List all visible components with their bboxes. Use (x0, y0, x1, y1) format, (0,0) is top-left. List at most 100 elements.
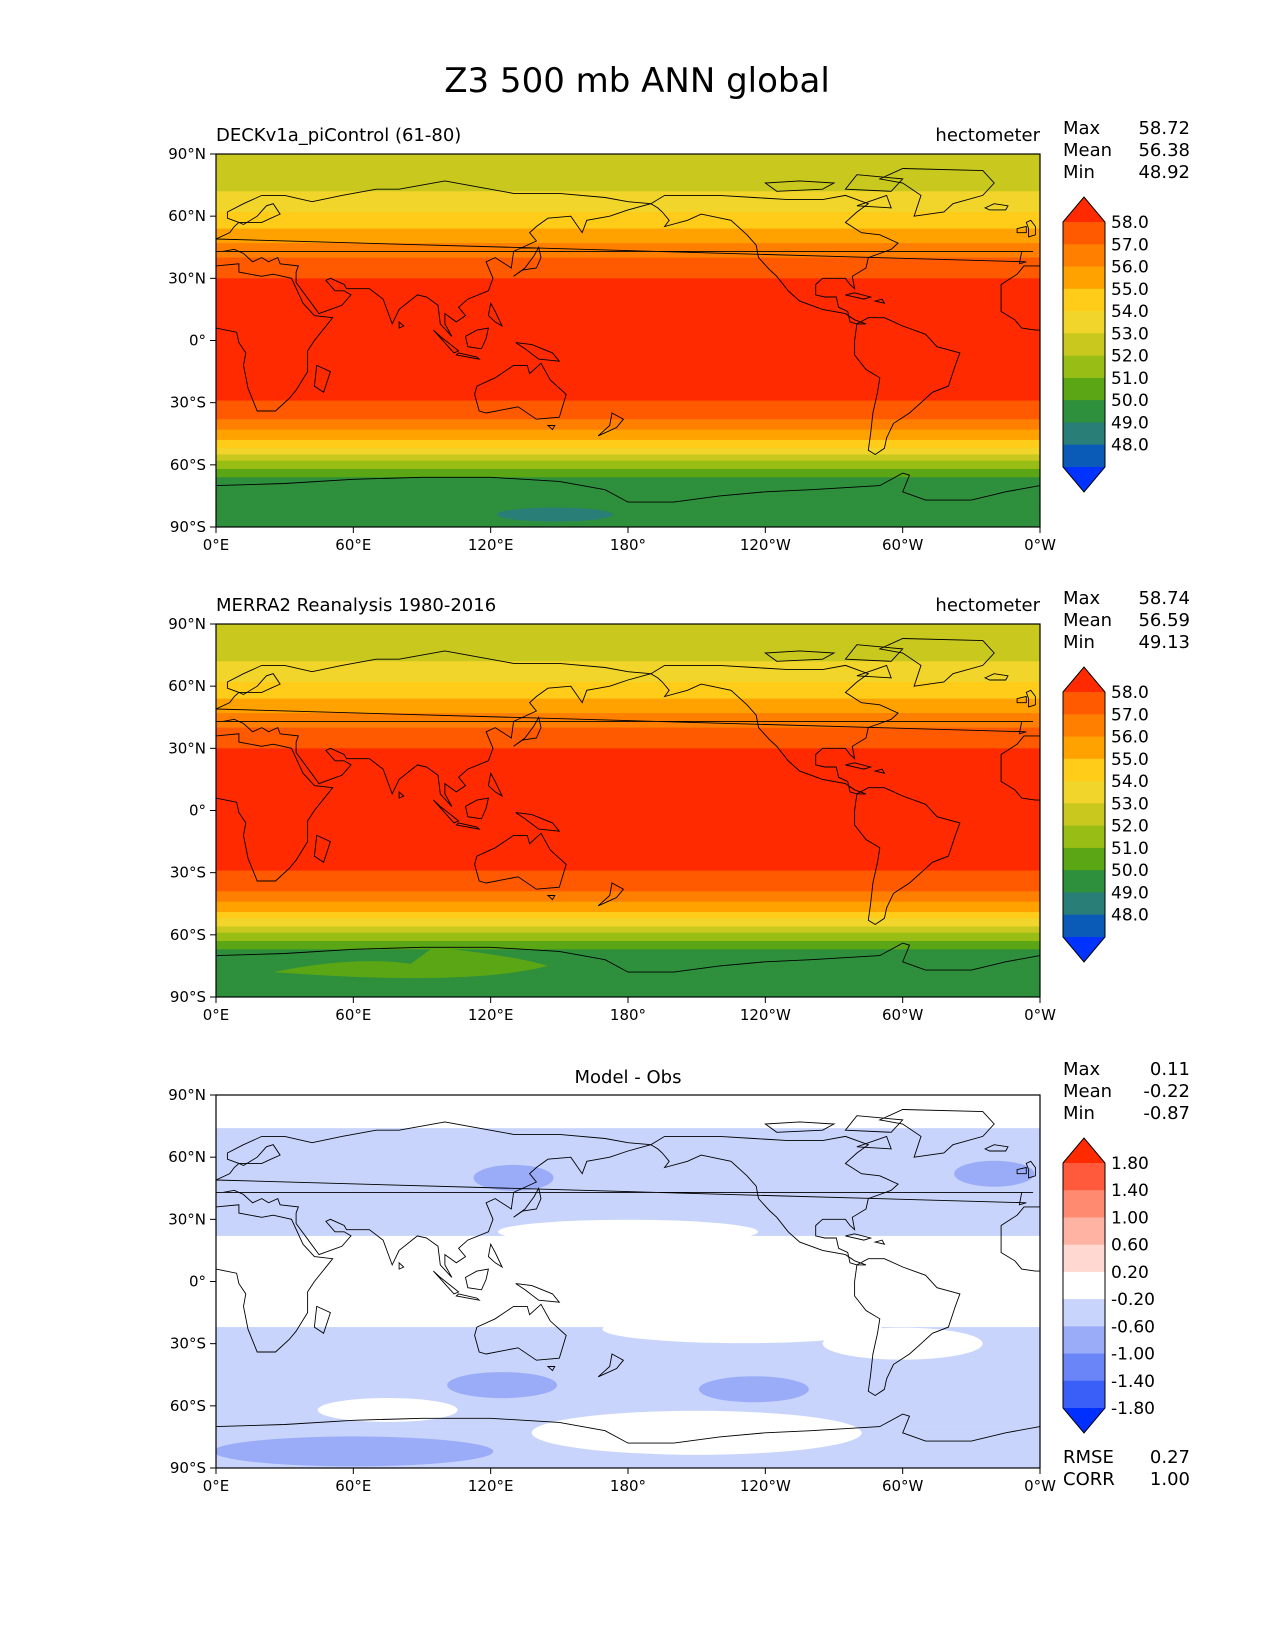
contour-band (216, 893, 1040, 897)
contour-band (216, 748, 1040, 752)
contour-band (216, 715, 1040, 718)
colorbar-swatch (1063, 892, 1105, 916)
contour-band (216, 487, 1040, 491)
coastline (216, 650, 1034, 807)
contour-band (216, 212, 1040, 215)
colorbar-label: 50.0 (1111, 861, 1149, 881)
colorbar-outline (1062, 1137, 1106, 1434)
contour-band (216, 988, 1040, 992)
contour-band (216, 437, 1040, 441)
coastline (845, 1233, 873, 1241)
contour-band (216, 255, 1040, 259)
contour-band (216, 195, 1040, 199)
contour-band (216, 185, 1040, 188)
contour-band (216, 309, 1040, 313)
coastline (844, 1115, 904, 1133)
x-tick-label: 0°E (203, 536, 230, 554)
contour-patch (498, 1219, 758, 1244)
colorbar-label: -0.60 (1111, 1317, 1155, 1337)
coastline (216, 1121, 1034, 1278)
y-tick-label: 90°S (170, 1459, 206, 1477)
coastline (464, 1268, 489, 1291)
colorbar-swatch (1063, 1271, 1105, 1300)
colorbar-label: 49.0 (1111, 883, 1149, 903)
contour-band (216, 205, 1040, 209)
contour-band (216, 978, 1040, 982)
coastline (764, 1121, 836, 1133)
contour-band (216, 802, 1040, 805)
stat-label-max: Max (1063, 588, 1101, 609)
contour-band (216, 630, 1040, 633)
coastline (650, 664, 899, 795)
coastline (464, 327, 489, 350)
coastline (515, 342, 561, 362)
contour-band (216, 916, 1040, 919)
colorbar-swatch (1063, 781, 1105, 804)
stat-value-max: 0.11 (1150, 1059, 1190, 1080)
contour-band (216, 677, 1040, 681)
colorbar-label: 48.0 (1111, 906, 1149, 926)
contour-band (216, 442, 1040, 445)
contour-band (216, 870, 1040, 874)
contour-band (216, 421, 1040, 424)
coastline (515, 1283, 561, 1303)
coastlines (216, 638, 1040, 973)
colorbar-swatch (1063, 1380, 1105, 1409)
contour-band (216, 497, 1040, 501)
colorbar-swatch (1063, 400, 1105, 423)
contour-band (216, 912, 1040, 915)
contour-band (216, 417, 1040, 420)
colorbar-label: 1.40 (1111, 1181, 1149, 1201)
contour-band (216, 822, 1040, 826)
contour-band (216, 176, 1040, 180)
contour-patch (602, 1315, 883, 1344)
contour-band (216, 191, 1040, 194)
contour-band (216, 466, 1040, 470)
contour-band (216, 818, 1040, 822)
coastline (433, 1270, 460, 1295)
contour-band (216, 814, 1040, 818)
contour-band (216, 288, 1040, 292)
contour-band (216, 241, 1040, 244)
colorbar-label: 50.0 (1111, 391, 1149, 411)
contour-band (216, 294, 1040, 298)
coastline (650, 194, 899, 325)
contour-band (216, 800, 1040, 803)
contour-band (216, 675, 1040, 679)
contour-band (216, 402, 1040, 406)
contour-band (216, 207, 1040, 211)
coastline (984, 673, 1009, 681)
coastline (546, 895, 556, 901)
contour-band (216, 468, 1040, 472)
coastline (1025, 1160, 1036, 1179)
coastline (216, 472, 1040, 503)
contour-band (216, 851, 1040, 855)
y-tick-label: 90°S (170, 518, 206, 536)
contour-band (216, 508, 1040, 512)
contour-band (216, 847, 1040, 851)
stat-label-corr: CORR (1063, 1469, 1115, 1490)
y-tick-label: 30°N (168, 1210, 206, 1228)
contour-band (216, 448, 1040, 451)
contour-field (216, 154, 1040, 527)
contour-band (216, 334, 1040, 337)
coastline (513, 716, 542, 747)
contour-band (216, 970, 1040, 973)
coastline (854, 1258, 961, 1397)
figure-title: Z3 500 mb ANN global (444, 61, 830, 101)
coastline (313, 1305, 331, 1335)
stat-label-min: Min (1063, 632, 1095, 653)
contour-band (216, 835, 1040, 839)
coastline (984, 203, 1009, 211)
contour-band (216, 682, 1040, 685)
coastline (513, 246, 542, 277)
contour-band (216, 398, 1040, 402)
contour-band (216, 667, 1040, 671)
contour-band (216, 704, 1040, 708)
contour-band (216, 864, 1040, 868)
contour-band (216, 164, 1040, 168)
contour-band (216, 325, 1040, 329)
contour-band (216, 352, 1040, 356)
colorbar-swatch (1063, 1244, 1105, 1273)
